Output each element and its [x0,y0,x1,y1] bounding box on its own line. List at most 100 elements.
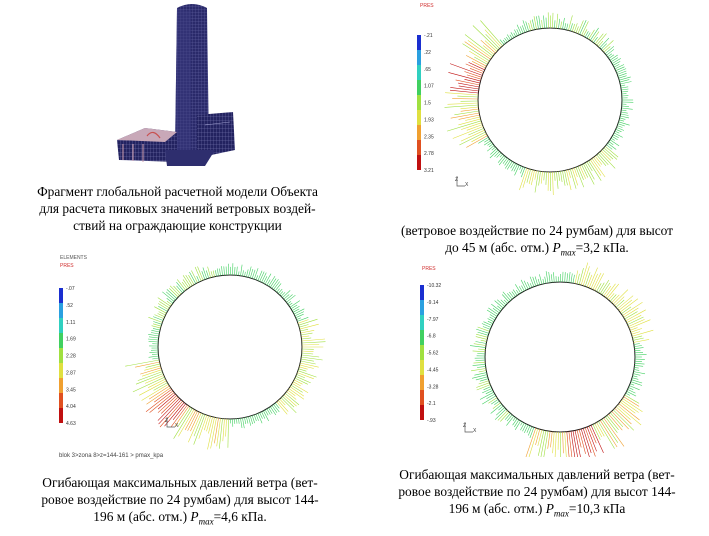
pressure-vector [626,391,637,397]
legend-tick-label: 1.11 [66,320,76,326]
pressure-vector [570,23,573,31]
pressure-vector [157,313,165,318]
pressure-vector [449,89,479,94]
pressure-vector [301,352,314,355]
pressure-vector [147,338,159,341]
legend-title: PRES [60,263,74,269]
pressure-vector [619,119,625,122]
pressure-vector [468,128,484,136]
pressure-vector [606,283,620,299]
pressure-vector [282,290,291,298]
pressure-vector [572,430,578,457]
pressure-vector [187,411,198,431]
pressure-vector [597,40,604,47]
pressure-vector [170,404,188,427]
pressure-vector [271,405,278,413]
pressure-vector [472,364,486,366]
pressure-vector [240,418,243,429]
pressure-vector [578,268,584,285]
legend-tick-label: 4.04 [66,404,76,410]
pressure-vector [514,164,520,176]
pressure-vector [612,409,635,431]
pressure-vector [264,273,272,285]
pressure-vector [482,45,495,55]
pressure-vector [628,319,645,327]
axis-marker: ZX [463,422,477,434]
pressure-vector [613,132,623,138]
pressure-vector [501,294,510,303]
pressure-vector [516,29,520,36]
pressure-vector [248,416,252,426]
pressure-vector [590,273,598,289]
pressure-vector [271,279,279,289]
pressure-vector [264,409,269,416]
pressure-vector [221,266,223,276]
pressure-144-196m-b-caption: Огибающая максимальных давлений ветра (в… [398,467,676,519]
pressure-vector [299,366,308,370]
pressure-vector [465,116,481,121]
pressure-vector [236,418,238,424]
pressure-vector [596,33,607,46]
legend-tick-label: 1.07 [424,84,434,90]
pressure-vector [469,345,486,348]
pressure-vector [633,337,644,341]
pressure-vector [152,328,161,331]
pressure-vector [551,274,553,283]
pressure-vector [571,23,575,32]
pressure-vector [633,339,650,343]
pressure-vector [295,376,311,384]
pressure-vector [504,413,511,420]
pressure-vector [465,63,484,72]
pressure-vector [487,142,492,146]
pressure-vector [290,304,298,310]
legend-swatch [417,110,421,125]
pressure-vector [610,137,615,141]
pressure-vector [620,113,629,116]
pressure-vector [599,420,618,448]
pressure-vector [582,428,592,454]
pressure-vector [255,413,259,421]
pressure-vector [270,278,277,288]
legend-swatch [59,333,63,348]
pressure-vector [298,318,318,326]
pressure-vector [603,46,611,53]
pressure-vector [467,40,492,58]
pressure-vector [620,84,626,87]
pressure-vector [594,273,604,291]
pressure-vector [471,368,486,372]
pressure-vector [618,75,627,79]
pressure-vector [598,421,615,449]
pressure-vector [526,169,531,183]
pressure-vector [217,268,219,276]
pressure-vector [299,324,309,328]
pressure-vector [476,382,490,388]
legend-swatch [59,318,63,333]
pressure-vector [531,170,535,186]
pressure-vector [455,79,480,86]
pressure-vector [550,431,553,448]
pressure-vector [458,118,481,126]
pressure-vector [584,31,589,38]
pressure-vector [548,272,551,283]
pressure-vector [257,413,263,424]
pressure-vector [457,95,479,98]
pressure-vector [619,298,639,313]
legend-tick-label: 1.69 [66,337,76,343]
pressure-vector [250,269,254,278]
pressure-vector [466,135,488,148]
pressure-vector [608,293,615,301]
facade-outline [484,281,636,433]
pressure-vector [148,341,159,343]
pressure-vector [148,385,170,400]
pressure-vector [584,272,591,287]
pressure-vector [193,413,204,437]
pressure-vector [514,29,518,36]
pressure-vector [624,311,638,320]
pressure-vector [605,283,616,298]
pressure-vector [494,408,507,420]
pressure-vector [619,401,636,414]
pressure-vector [610,57,619,63]
pressure-vector [266,279,271,286]
axis-marker: ZX [165,417,179,429]
pressure-vector [520,279,527,291]
